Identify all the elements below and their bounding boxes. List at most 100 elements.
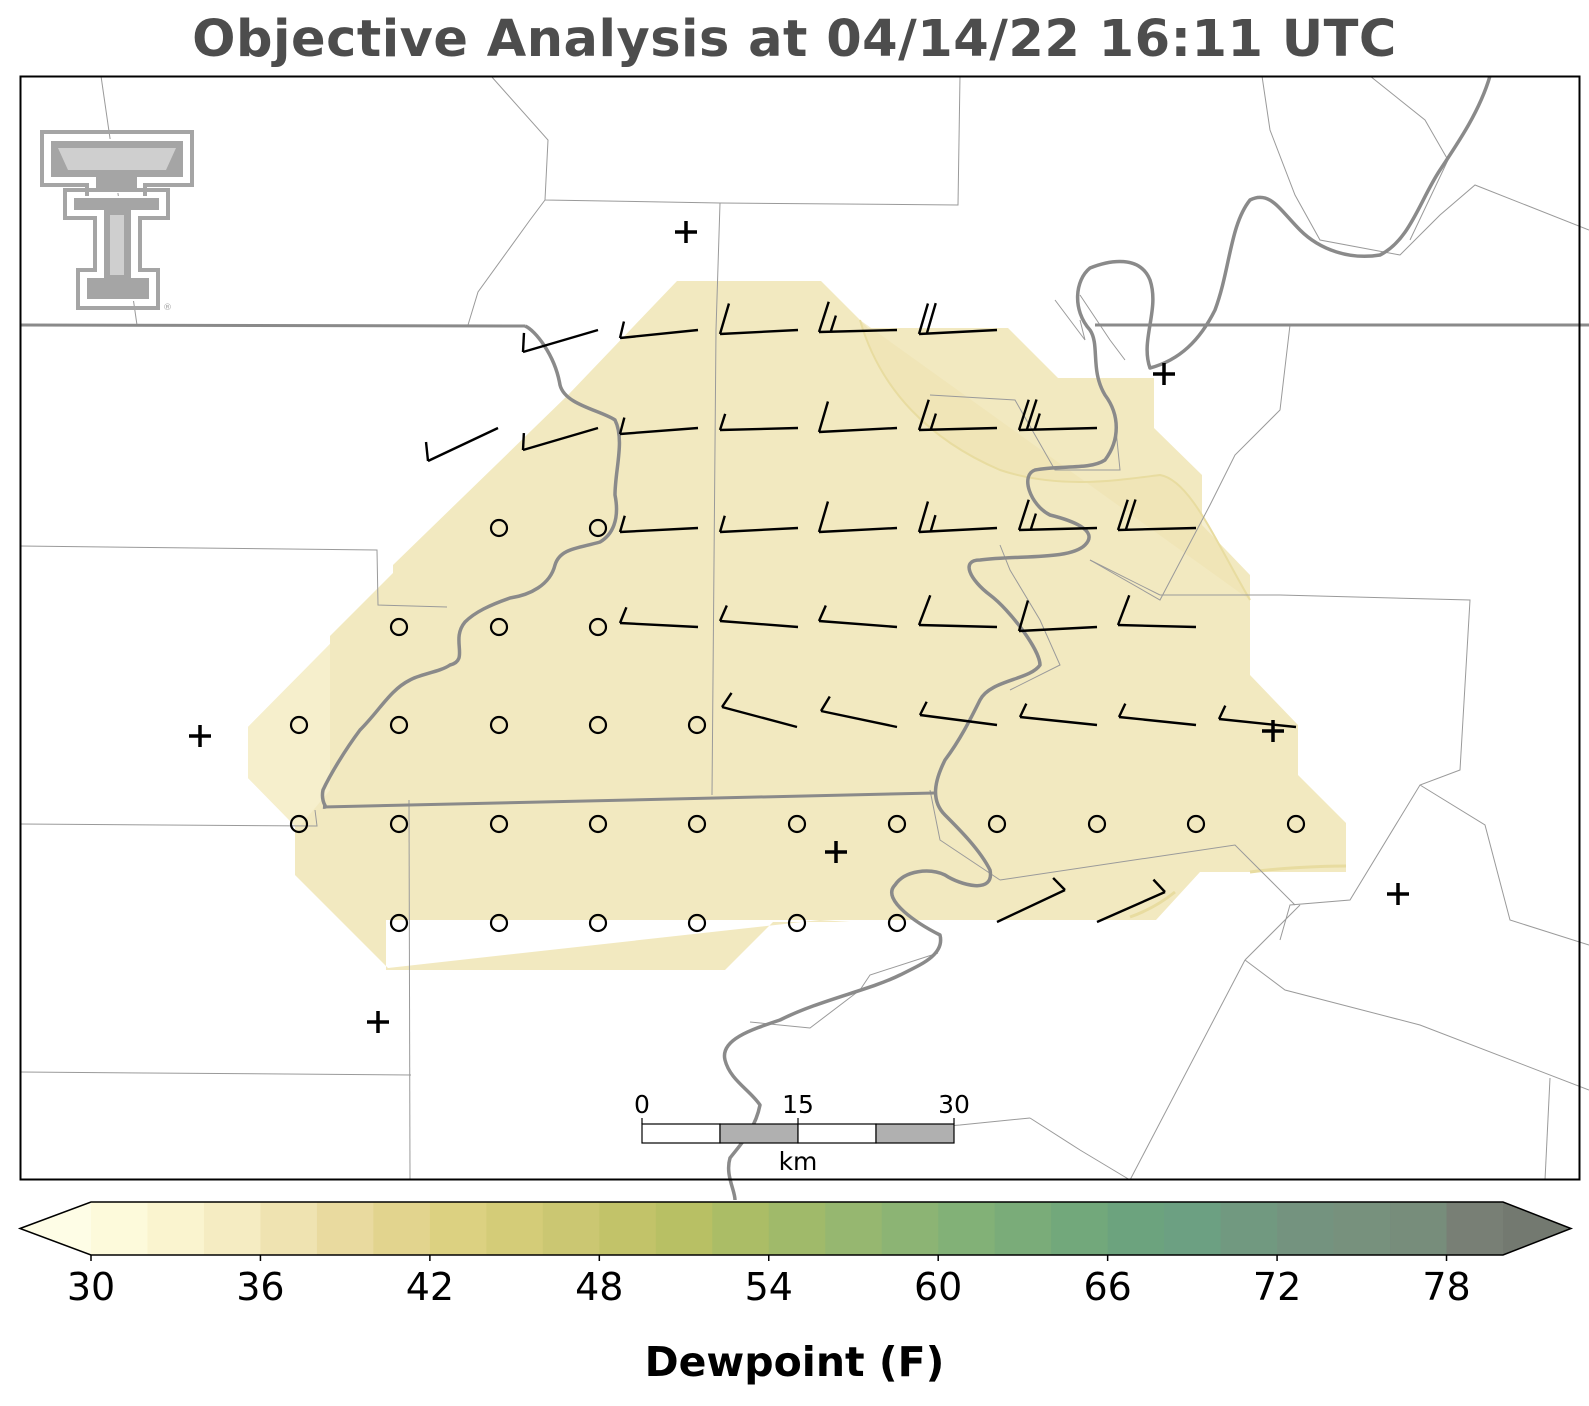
calm-wind-marker [389,814,409,834]
colorbar-over-arrow [1503,1202,1571,1255]
wind-barb [1017,600,1098,633]
colorbar-bin [1277,1202,1335,1255]
wind-barb [521,328,599,354]
colorbar-tick-label: 60 [914,1265,963,1309]
wind-barb [1017,399,1098,432]
colorbar-bin [768,1202,826,1255]
scale-bar-segment-4 [875,1123,955,1144]
calm-wind-marker [687,715,707,735]
wind-barb [817,301,898,334]
dewpoint-fill-lighter-west [248,644,330,826]
dewpoint-contour-36-se [1129,890,1176,919]
wind-barb [618,515,699,534]
colorbar-tick-label: 54 [744,1265,793,1309]
calm-wind-marker [787,814,807,834]
wind-barb [718,303,799,336]
colorbar-bin [1107,1202,1165,1255]
colorbar-tick-label: 66 [1083,1265,1132,1309]
colorbar-bin [881,1202,939,1255]
calm-wind-marker [588,814,608,834]
scale-bar-segment-3 [797,1123,877,1144]
calm-wind-marker [1186,814,1206,834]
calm-wind-marker [687,814,707,834]
calm-wind-marker [687,913,707,933]
wind-barb [917,501,998,534]
colorbar-bin [429,1202,487,1255]
colorbar-bin [542,1202,600,1255]
wind-barb [521,426,599,452]
wind-barb [817,501,898,534]
wind-barb [424,426,499,463]
wind-barb [1116,499,1197,532]
wind-barb [618,321,699,340]
calm-wind-marker [489,814,509,834]
station-marker [1153,363,1175,385]
station-marker [189,725,211,747]
scale-bar-label-15: 15 [782,1090,814,1119]
dewpoint-contour-36-south [1249,864,1347,874]
colorbar-tick-label: 48 [575,1265,624,1309]
river-line-west [320,324,622,809]
wind-barb [917,302,998,336]
calm-wind-marker [389,715,409,735]
wind-barb [718,413,799,432]
dewpoint-fill-region [248,281,1346,970]
wind-barb [1017,499,1098,532]
wind-barb [718,604,799,629]
wind-barb [1096,878,1166,924]
calm-wind-marker [489,715,509,735]
colorbar-bin [1390,1202,1448,1255]
calm-wind-marker [389,913,409,933]
scale-bar-label-30: 30 [938,1090,970,1119]
wind-barb [917,399,998,432]
colorbar-bin [91,1202,149,1255]
calm-wind-marker [489,518,509,538]
state-boundaries [19,323,1589,809]
colorbar-bin [1051,1202,1109,1255]
calm-wind-marker [1087,814,1107,834]
colorbar-bin [825,1202,883,1255]
scale-bar: 0 15 30 km [634,1090,970,1176]
calm-wind-marker [588,715,608,735]
station-marker [825,841,847,863]
calm-wind-marker [987,814,1007,834]
county-boundaries [19,75,1589,1181]
map-title: Objective Analysis at 04/14/22 16:11 UTC [192,10,1397,69]
colorbar-tick-label: 42 [405,1265,455,1309]
calm-wind-marker [489,913,509,933]
colorbar-bin [486,1202,544,1255]
colorbar-bin [373,1202,431,1255]
colorbar-tick-label: 36 [236,1265,285,1309]
wind-barb [721,692,798,729]
calm-wind-marker [489,617,509,637]
colorbar-bin [260,1202,318,1255]
colorbar-bin [1220,1202,1278,1255]
calm-wind-marker [787,913,807,933]
logo-registered-mark: ® [163,303,172,313]
colorbar-bin [203,1202,262,1255]
colorbar-tick-label: 30 [66,1265,116,1309]
wind-barb [618,417,699,436]
calm-wind-marker [887,913,907,933]
calm-wind-markers [289,518,1306,933]
colorbar-bin [1164,1202,1222,1255]
station-markers [189,221,1409,1033]
logo-upper-t-bevel [58,148,176,170]
dewpoint-analysis-field [248,281,1347,970]
wind-barb [817,401,898,434]
wind-barb [1117,703,1197,727]
colorbar-bin [1333,1202,1391,1255]
wind-barb [1018,703,1098,727]
colorbar-bin [994,1202,1052,1255]
calm-wind-marker [588,617,608,637]
colorbar-tick-label: 78 [1422,1265,1471,1309]
colorbar-bin [655,1202,713,1255]
colorbar-under-arrow [20,1202,91,1255]
map-frame [19,75,1581,1181]
calm-wind-marker [289,715,309,735]
wind-barb [718,515,799,534]
wind-barb [1217,705,1297,729]
wind-barb [618,606,699,629]
station-marker [1387,883,1409,905]
